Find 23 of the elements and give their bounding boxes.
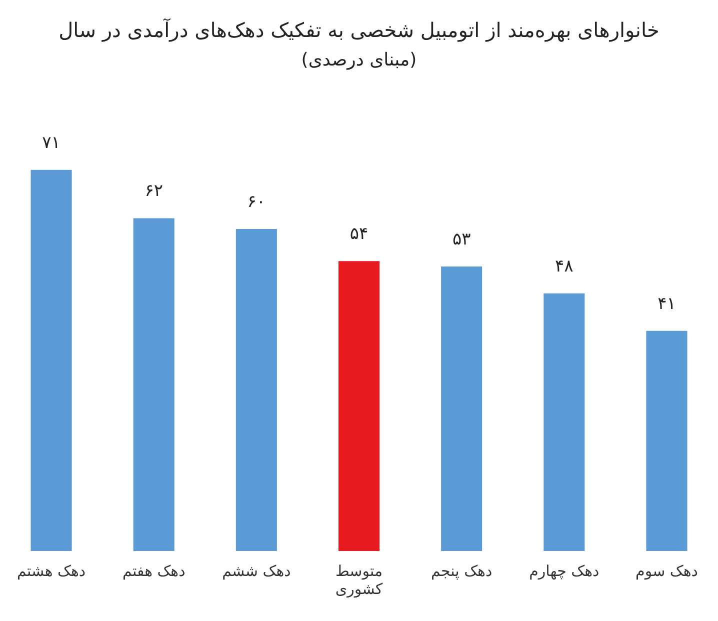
data-label: ۴۸ <box>555 256 574 276</box>
x-tick-label: دهک هفتم <box>122 562 186 580</box>
x-tick-label: دهک چهارم <box>529 562 600 580</box>
bar <box>544 293 585 551</box>
bar <box>646 330 688 551</box>
chart-title: خانوارهای بهره‌مند از اتومبیل شخصی به تفکیک دهک‌های درآمدی در سال <box>58 18 660 42</box>
data-label: ۶۲ <box>144 181 163 202</box>
x-tick-label: متوسط کشوری <box>335 562 384 598</box>
data-label: ۵۳ <box>452 229 471 250</box>
x-tick-label: دهک سوم <box>636 562 698 580</box>
data-label: ۶۰ <box>247 192 266 212</box>
x-tick-label: دهک پنجم <box>430 562 492 580</box>
data-label: ۷۱ <box>42 132 60 153</box>
chart-subtitle: (مبنای درصدی) <box>301 49 417 70</box>
bar <box>338 261 380 551</box>
x-tick-label: دهک هشتم <box>16 562 86 580</box>
bar <box>236 228 277 551</box>
x-tick-label: دهک ششم <box>222 562 291 580</box>
bar <box>441 266 482 551</box>
data-label: ۴۱ <box>658 294 676 314</box>
bar <box>30 170 72 551</box>
bar <box>133 218 174 551</box>
data-label: ۵۴ <box>350 224 368 244</box>
